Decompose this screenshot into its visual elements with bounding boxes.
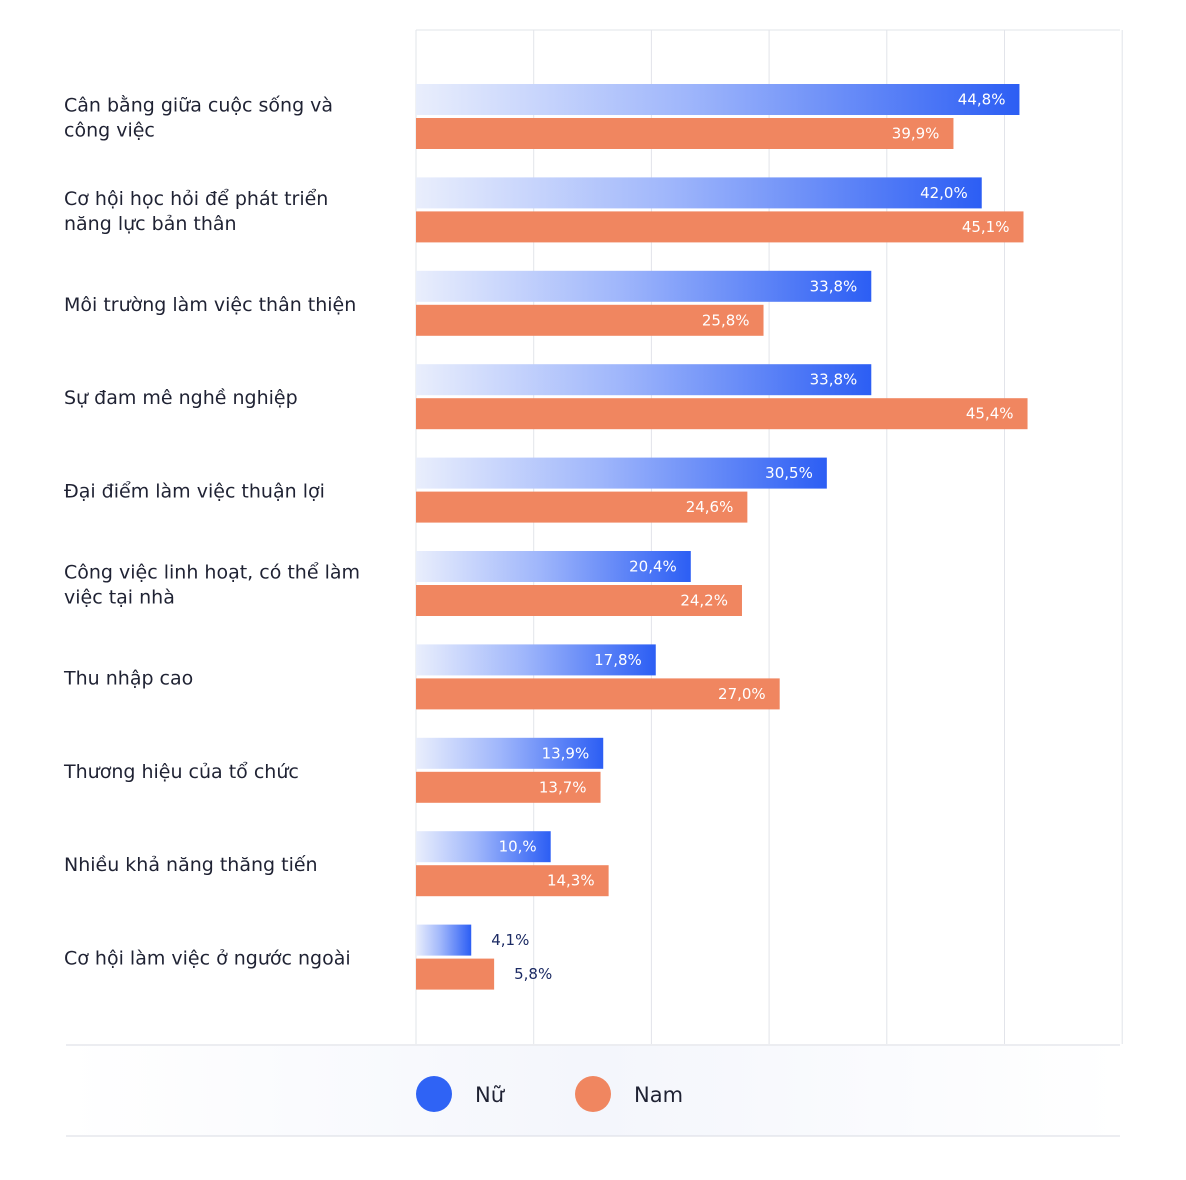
value-label-female: 4,1% xyxy=(491,931,529,949)
value-label-male: 13,7% xyxy=(539,778,587,796)
bar-male xyxy=(416,304,764,336)
category-label-line: Thương hiệu của tổ chức xyxy=(63,761,299,783)
bar-female xyxy=(416,831,551,863)
bar-male xyxy=(416,585,742,616)
value-label-female: 17,8% xyxy=(594,651,642,669)
category-label: Cơ hội làm việc ở ngước ngoài xyxy=(64,948,351,970)
value-label-female: 20,4% xyxy=(629,558,677,576)
bar-female xyxy=(416,84,1020,115)
category-label: Sự đam mê nghề nghiệp xyxy=(64,387,298,409)
value-label-male: 24,2% xyxy=(680,592,728,610)
category-label-line: việc tại nhà xyxy=(64,587,175,609)
bar-female xyxy=(416,177,982,209)
value-label-male: 24,6% xyxy=(686,498,734,516)
value-label-female: 10,% xyxy=(499,838,537,856)
value-label-male: 39,9% xyxy=(892,125,940,143)
category-label: Môi trường làm việc thân thiện xyxy=(64,294,356,316)
legend-label-male: Nam xyxy=(634,1083,683,1107)
bar-male xyxy=(416,865,609,897)
value-label-female: 33,8% xyxy=(810,277,858,295)
value-label-male: 45,1% xyxy=(962,218,1010,236)
legend: Nữ Nam xyxy=(66,1044,1120,1137)
value-label-female: 42,0% xyxy=(920,184,968,202)
legend-marker-female xyxy=(416,1076,452,1112)
bar-female xyxy=(416,551,691,582)
bar-male xyxy=(416,771,601,803)
bar-male xyxy=(416,678,780,710)
category-label: Đại điểm làm việc thuận lợi xyxy=(64,481,325,503)
category-label-line: Đại điểm làm việc thuận lợi xyxy=(64,481,325,503)
value-label-male: 14,3% xyxy=(547,872,595,890)
value-label-male: 45,4% xyxy=(966,405,1014,423)
bar-female xyxy=(416,924,472,956)
category-label: Nhiều khả năng thăng tiến xyxy=(64,854,318,876)
category-label-line: Cân bằng giữa cuộc sống và xyxy=(64,94,333,117)
bar-male xyxy=(416,958,495,990)
bar-male xyxy=(416,491,748,523)
category-label-line: công việc xyxy=(64,120,155,142)
category-labels: Cân bằng giữa cuộc sống và công việc Cơ hộ… xyxy=(63,94,360,970)
value-label-female: 30,5% xyxy=(765,464,813,482)
bar-female xyxy=(416,270,872,302)
value-label-female: 44,8% xyxy=(958,91,1006,109)
category-label: Thu nhập cao xyxy=(63,667,193,689)
category-label-line: Thu nhập cao xyxy=(63,667,193,689)
bar-male xyxy=(416,211,1024,243)
category-label-line: Cơ hội làm việc ở ngước ngoài xyxy=(64,948,351,970)
bar-male xyxy=(416,118,954,149)
bar-male xyxy=(416,398,1028,430)
category-label: Công việc linh hoạt, có thể làm việc tại … xyxy=(64,562,360,609)
value-label-male: 25,8% xyxy=(702,311,750,329)
category-label: Cân bằng giữa cuộc sống và công việc xyxy=(64,94,333,142)
category-label-line: Cơ hội học hỏi để phát triển xyxy=(64,188,328,210)
category-label-line: Môi trường làm việc thân thiện xyxy=(64,294,356,316)
value-label-male: 27,0% xyxy=(718,685,766,703)
value-label-female: 33,8% xyxy=(810,371,858,389)
bar-female xyxy=(416,457,827,489)
bar-female xyxy=(416,737,604,769)
value-label-male: 5,8% xyxy=(514,965,552,983)
category-label: Cơ hội học hỏi để phát triển năng lực bản… xyxy=(64,188,328,235)
category-label-line: năng lực bản thân xyxy=(64,213,237,235)
category-label-line: Nhiều khả năng thăng tiến xyxy=(64,854,318,876)
category-label: Thương hiệu của tổ chức xyxy=(63,761,299,783)
value-label-female: 13,9% xyxy=(542,744,590,762)
category-label-line: Sự đam mê nghề nghiệp xyxy=(64,387,298,409)
legend-marker-male xyxy=(575,1076,611,1112)
category-label-line: Công việc linh hoạt, có thể làm xyxy=(64,562,360,584)
bars: 44,8% 42,0% 33,8% 33,8% 30,5% 20,4% 17,8% 13,9%… xyxy=(416,84,1028,990)
bar-female xyxy=(416,644,656,676)
bar-female xyxy=(416,364,872,396)
legend-label-female: Nữ xyxy=(475,1083,506,1107)
